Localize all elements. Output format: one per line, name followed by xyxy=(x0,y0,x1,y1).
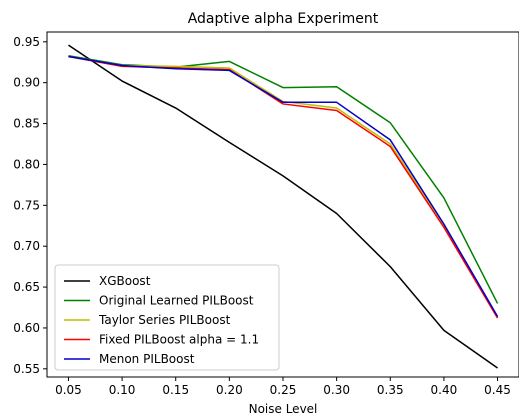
legend-label: Fixed PILBoost alpha = 1.1 xyxy=(99,333,259,347)
chart-title: Adaptive alpha Experiment xyxy=(188,11,379,27)
x-tick-label: 0.10 xyxy=(109,383,136,397)
x-tick-label: 0.35 xyxy=(377,383,404,397)
x-tick-label: 0.25 xyxy=(270,383,297,397)
legend-label: Taylor Series PILBoost xyxy=(98,313,231,327)
x-axis-title: Noise Level xyxy=(249,402,318,416)
y-tick-label: 0.70 xyxy=(13,239,40,253)
legend-item: Taylor Series PILBoost xyxy=(64,313,231,327)
y-tick-label: 0.80 xyxy=(13,157,40,171)
y-tick-label: 0.75 xyxy=(13,198,40,212)
legend-label: Menon PILBoost xyxy=(99,352,195,366)
legend: XGBoost Original Learned PILBoost Taylor S… xyxy=(54,264,280,371)
y-tick-label: 0.95 xyxy=(13,35,40,49)
y-tick-label: 0.65 xyxy=(13,280,40,294)
x-tick-label: 0.45 xyxy=(484,383,511,397)
y-tick-label: 0.55 xyxy=(13,362,40,376)
legend-label: Original Learned PILBoost xyxy=(99,294,254,308)
x-tick-label: 0.20 xyxy=(216,383,243,397)
y-tick-label: 0.85 xyxy=(13,117,40,131)
x-tick-label: 0.40 xyxy=(431,383,458,397)
legend-label: XGBoost xyxy=(99,274,151,288)
legend-box xyxy=(54,264,280,371)
legend-item: Menon PILBoost xyxy=(64,352,195,366)
x-tick-label: 0.30 xyxy=(323,383,350,397)
x-tick-label: 0.15 xyxy=(162,383,189,397)
series-layer xyxy=(68,44,499,369)
legend-item: Fixed PILBoost alpha = 1.1 xyxy=(64,333,259,347)
series-line-xgboost xyxy=(68,44,498,369)
series-line-menon-pilboost xyxy=(68,55,499,317)
y-tick-label: 0.90 xyxy=(13,76,40,90)
y-axis: 0.55 0.60 0.65 0.70 0.75 0.80 0.85 0.90 0.95 xyxy=(13,35,47,376)
legend-item: XGBoost xyxy=(64,274,151,288)
x-axis: 0.05 0.10 0.15 0.20 0.25 0.30 0.35 0.40 0.45 xyxy=(55,377,511,397)
legend-item: Original Learned PILBoost xyxy=(64,294,254,308)
x-tick-label: 0.05 xyxy=(55,383,82,397)
y-tick-label: 0.60 xyxy=(13,321,40,335)
